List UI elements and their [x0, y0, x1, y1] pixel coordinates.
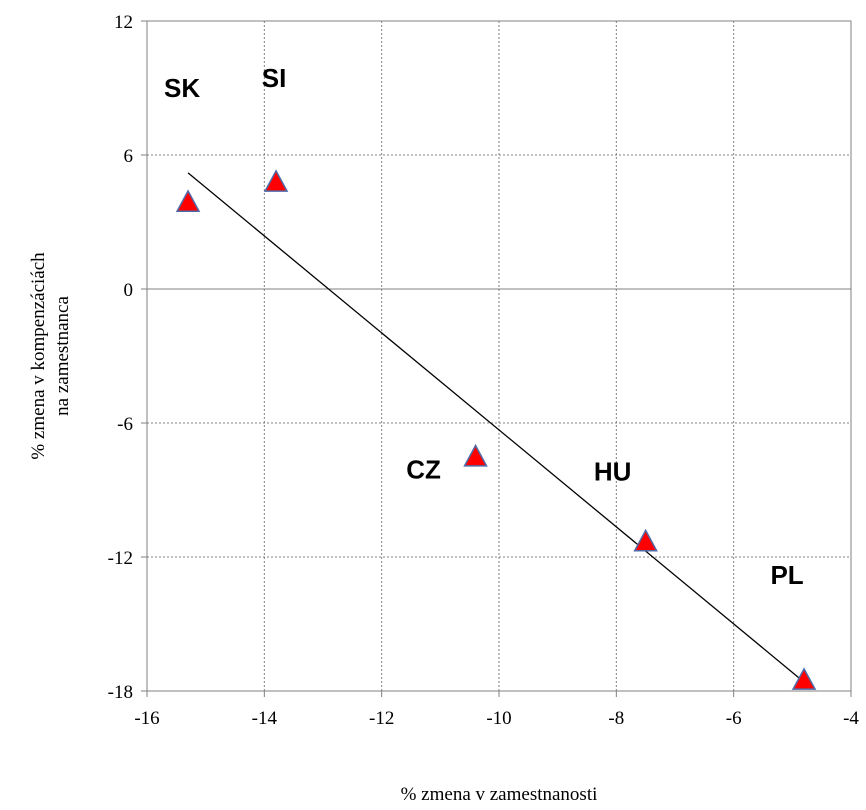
x-tick-label: -10: [486, 708, 511, 729]
trendline: [187, 172, 805, 683]
x-tick-label: -6: [726, 708, 742, 729]
y-tick-label: 12: [114, 12, 133, 33]
y-axis-title-line-2: na zamestnanca: [52, 296, 73, 416]
data-point-pl: [791, 667, 817, 690]
data-point-si: [263, 169, 289, 192]
y-tick-label: -12: [108, 548, 133, 569]
point-label-pl: PL: [770, 560, 803, 590]
data-point-sk: [175, 189, 201, 212]
axes: [141, 20, 852, 697]
x-tick-label: -4: [843, 708, 859, 729]
y-axis-title: % zmena v kompenzáciách na zamestnanca: [28, 252, 73, 460]
data-points: [175, 169, 817, 690]
data-point-cz: [463, 443, 488, 467]
y-tick-label: -18: [108, 682, 133, 703]
point-label-si: SI: [262, 63, 287, 93]
trendline-group: [187, 172, 805, 683]
gridlines: [147, 21, 851, 691]
x-tick-label: -16: [134, 708, 159, 729]
x-tick-label: -14: [252, 708, 278, 729]
y-tick-label: 0: [124, 280, 134, 301]
point-labels: SK SI CZ HU PL: [164, 63, 804, 590]
y-axis-title-line-1: % zmena v kompenzáciách: [28, 252, 49, 460]
point-label-hu: HU: [594, 456, 632, 486]
x-tick-label: -12: [369, 708, 394, 729]
point-label-sk: SK: [164, 73, 200, 103]
x-axis-title: % zmena v zamestnanosti: [401, 784, 598, 805]
x-tick-labels: -16 -14 -12 -10 -8 -6 -4: [134, 708, 859, 729]
point-label-cz: CZ: [406, 455, 441, 485]
y-tick-label: 6: [124, 146, 134, 167]
x-tick-label: -8: [608, 708, 624, 729]
y-tick-label: -6: [117, 414, 133, 435]
y-tick-labels: 12 6 0 -6 -12 -18: [108, 12, 133, 703]
data-point-hu: [633, 528, 658, 552]
